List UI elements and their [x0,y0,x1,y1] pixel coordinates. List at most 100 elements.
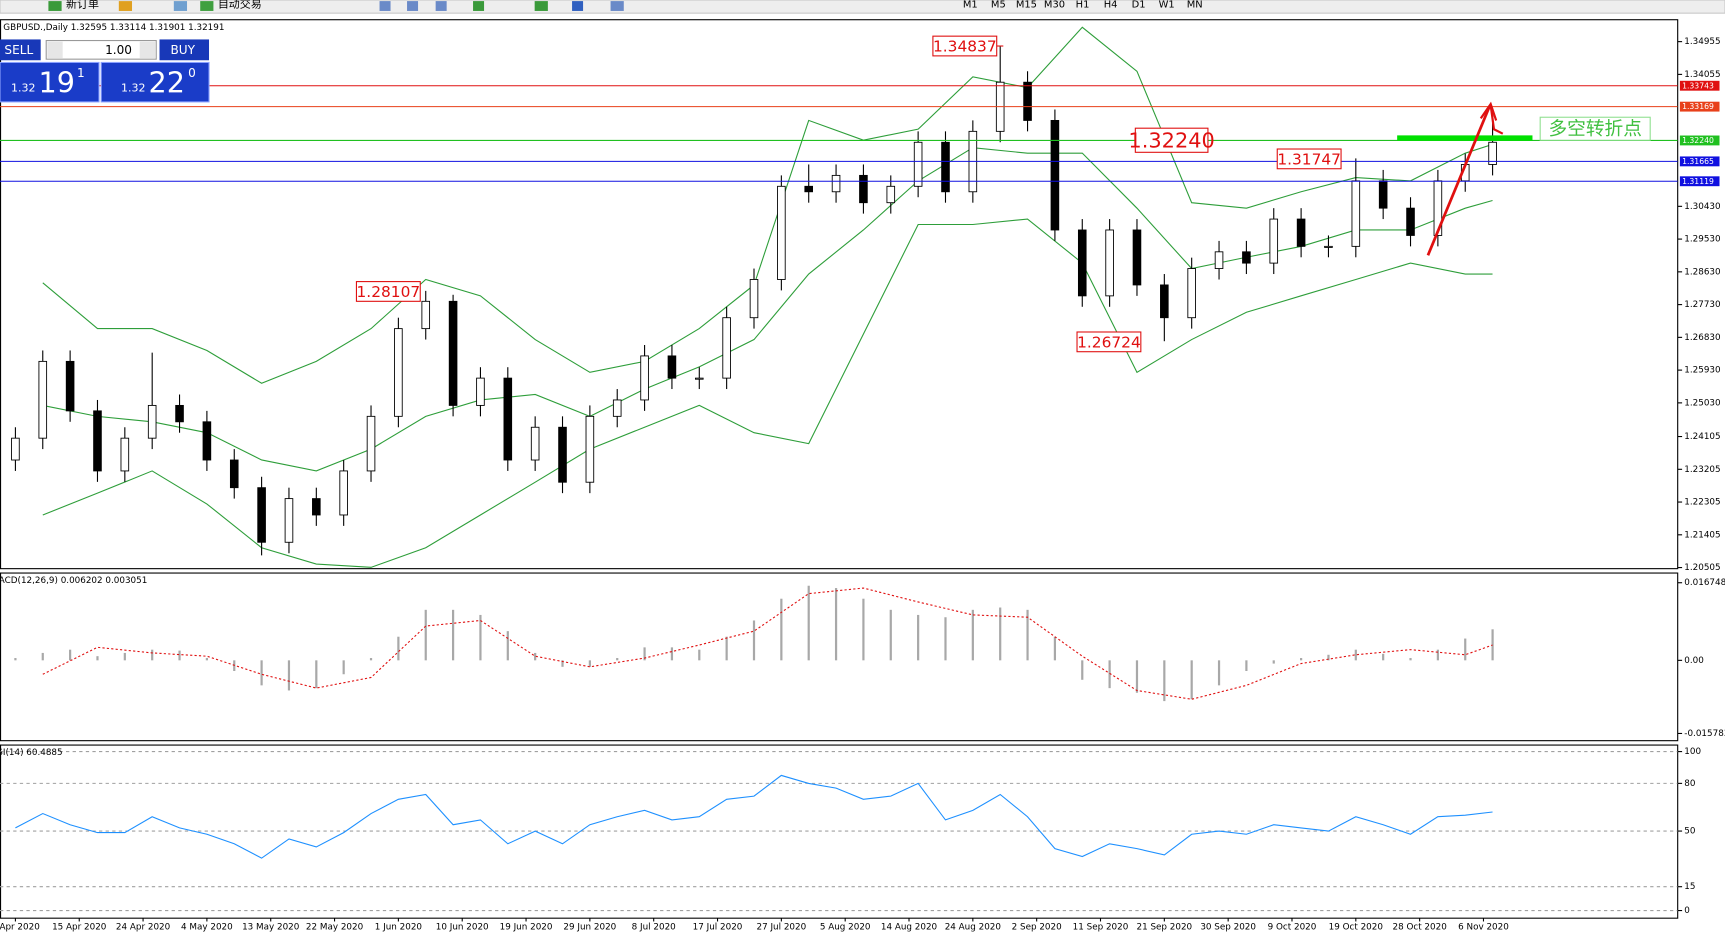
lots-input[interactable] [45,39,157,60]
candle-body [777,185,786,280]
macd-bar [1464,638,1467,661]
y-tick-label: 1.30430 [1684,202,1720,212]
timeframe[interactable]: MN [1187,0,1203,10]
y-tick-label: 1.24105 [1684,432,1720,442]
sell-button[interactable] [0,39,41,61]
label-box [1134,127,1209,153]
level-tag [1679,135,1720,146]
new-order[interactable]: 新订单 [66,0,99,10]
x-tick-label: 6 Apr 2020 [0,922,40,932]
macd-bar [123,652,126,661]
buy-button[interactable] [159,39,210,61]
candle-body [476,377,485,406]
buy-price[interactable] [100,61,210,103]
lots[interactable]: 1.00 [105,43,132,57]
bollinger-band [42,218,1493,568]
icon[interactable] [379,1,391,11]
candle-body [229,459,239,489]
panel [0,26,1678,568]
macd-bar [1272,660,1275,664]
macd-bar [670,647,674,661]
lots-down[interactable] [47,41,63,59]
icon[interactable] [118,1,133,11]
timeframe[interactable]: W1 [1159,0,1175,10]
macd-bar [1217,660,1221,686]
arrow-head [1479,101,1498,121]
timeframe[interactable]: H4 [1104,0,1118,10]
timeframe[interactable]: M30 [1044,0,1065,10]
sell-label[interactable]: SELL [4,43,33,57]
candle-body [1378,180,1388,209]
x-tick-label: 24 Aug 2020 [945,922,1001,932]
x-tick-label: 9 Oct 2020 [1268,922,1317,932]
candle-body [913,141,923,187]
label-box [932,35,998,57]
auto-trading[interactable]: 自动交易 [218,0,262,10]
macd-bar [917,614,920,661]
candle-body [1324,245,1333,248]
icon[interactable] [435,1,447,11]
candle-body [503,377,513,461]
level-tag [1679,176,1720,187]
icon[interactable] [610,1,624,11]
macd-bar [479,614,482,661]
macd-bar [178,650,181,661]
y-tick-label: 1.29530 [1684,235,1720,245]
timeframe[interactable]: D1 [1132,0,1146,10]
icon[interactable] [173,1,188,11]
toolbar: 新订单 自动交易 M1 M5 M15 M30 H1 H4 D1 W1 MN [0,0,1725,14]
timeframe[interactable]: M5 [991,0,1006,10]
x-tick-label: 28 Oct 2020 [1392,922,1446,932]
candle-body [1160,284,1169,319]
y-tick-label: 1.27730 [1684,300,1720,310]
label-box [1539,116,1651,141]
timeframe[interactable]: H1 [1076,0,1090,10]
candle-body [1269,218,1279,264]
x-tick-label: 19 Jun 2020 [500,922,553,932]
x-tick-label: 17 Jul 2020 [693,922,743,932]
icon[interactable] [572,1,584,11]
candle-body [804,185,814,193]
x-tick-label: 5 Aug 2020 [820,922,871,932]
candle-body [38,360,48,439]
label-box [1076,331,1142,353]
x-tick-label: 15 Apr 2020 [52,922,106,932]
candle-body [339,470,348,516]
panel-frame [0,19,1679,570]
candle-body [1077,229,1087,297]
panel [14,585,1494,702]
macd-bar [1026,609,1029,661]
lots-up[interactable] [139,41,156,59]
macd-bar [287,660,291,691]
candle-body [394,328,403,417]
x-tick-label: 21 Sep 2020 [1136,922,1192,932]
label-box [1276,148,1342,170]
buy-label[interactable]: BUY [171,43,196,57]
icon[interactable] [200,1,214,11]
timeframe[interactable]: M1 [963,0,978,10]
annotations: 1.34837 1.28107 1.26724 1.31747 1.32240 … [355,35,1651,353]
macd-bar [424,609,427,661]
macd-bar [999,607,1002,661]
candle-body [1023,81,1032,121]
level-label: 1.33743 [1682,81,1714,90]
candle-body [667,355,677,379]
icon[interactable] [407,1,419,11]
rsi-line [15,774,1493,859]
sell-big: 1.32 [11,82,35,95]
x-tick-label: 13 May 2020 [242,922,299,932]
candle-body [886,185,896,204]
level-label: 1.31665 [1682,157,1714,166]
candle-body [175,404,184,423]
level-label: 1.32240 [1682,136,1714,145]
icon[interactable] [48,1,62,11]
macd-bar [1327,654,1330,661]
timeframe[interactable]: M15 [1016,0,1037,10]
icon[interactable] [534,1,548,11]
x-tick-label: 27 Jul 2020 [756,922,806,932]
icon[interactable] [473,1,485,11]
macd-bar [1491,629,1494,661]
annotation: 1.31747 [1277,150,1341,168]
candle-body [749,279,759,319]
sell-price[interactable] [0,61,100,103]
